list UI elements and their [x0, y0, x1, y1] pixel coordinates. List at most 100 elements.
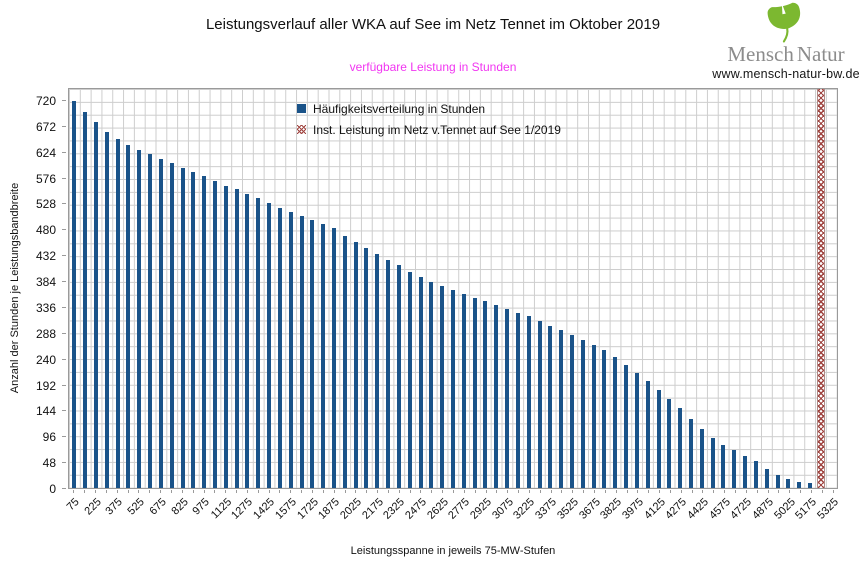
histogram-bar — [375, 253, 380, 488]
y-tick-mark — [62, 332, 66, 334]
x-tick-mark — [312, 490, 313, 493]
x-tick-label: 3075 — [489, 496, 516, 522]
x-tick-label: 5325 — [815, 496, 842, 522]
x-tick-mark — [409, 490, 411, 493]
x-tick-mark — [377, 490, 379, 493]
histogram-bar — [148, 154, 153, 488]
x-tick-label: 3825 — [598, 496, 625, 522]
chart-title: Leistungsverlauf aller WKA auf See im Ne… — [205, 16, 661, 33]
legend: Häufigkeitsverteilung in Stunden Inst. L… — [297, 98, 561, 140]
histogram-bar — [72, 101, 77, 488]
chart-subtitle: verfügbare Leistung in Stunden — [349, 60, 517, 74]
x-tick-mark — [84, 490, 86, 493]
y-tick-label: 192 — [35, 378, 56, 393]
x-tick-mark — [485, 490, 487, 493]
x-tick-mark — [789, 490, 791, 493]
x-tick-mark — [767, 490, 769, 493]
x-tick-label: 2925 — [468, 496, 495, 522]
x-tick-mark — [453, 490, 454, 493]
x-tick-label: 4575 — [706, 496, 733, 522]
histogram-bar — [710, 437, 715, 488]
x-tick-mark — [171, 490, 173, 493]
y-tick-label: 0 — [49, 482, 56, 496]
histogram-bar — [191, 172, 196, 488]
y-tick-label: 240 — [35, 352, 56, 367]
x-tick-mark — [366, 490, 368, 493]
x-tick-mark — [680, 490, 682, 493]
histogram-bar — [678, 407, 683, 488]
histogram-bar — [299, 216, 304, 488]
histogram-bar — [732, 449, 737, 488]
histogram-bar — [667, 398, 672, 488]
x-tick-label: 825 — [168, 496, 191, 518]
x-tick-label: 75 — [64, 496, 82, 514]
x-tick-label: 3375 — [533, 496, 560, 522]
histogram-bar — [353, 242, 358, 488]
x-tick-mark — [702, 490, 704, 493]
y-tick-mark — [62, 436, 66, 438]
x-axis-title: Leistungsspanne in jeweils 75-MW-Stufen — [350, 545, 556, 557]
y-tick-label: 624 — [35, 145, 56, 160]
y-tick-mark — [62, 462, 66, 464]
legend-swatch-crosshatch-icon — [297, 125, 306, 134]
x-tick-label: 4725 — [728, 496, 755, 522]
legend-swatch-blue-square-icon — [297, 104, 306, 113]
x-tick-mark — [800, 490, 802, 493]
histogram-bar — [645, 381, 650, 488]
y-tick-mark — [62, 255, 66, 257]
x-tick-mark — [821, 490, 823, 493]
x-tick-mark — [431, 490, 433, 493]
x-tick-mark — [507, 490, 509, 493]
x-tick-mark — [95, 490, 97, 493]
y-tick-mark — [62, 229, 66, 231]
ginkgo-leaf-icon — [767, 2, 801, 43]
histogram-bar — [548, 325, 553, 488]
x-tick-label: 1125 — [208, 496, 234, 522]
histogram-bar — [515, 312, 520, 488]
histogram-bar — [115, 139, 120, 488]
histogram-bar — [634, 373, 639, 488]
x-tick-mark — [214, 490, 216, 493]
y-tick-mark — [62, 99, 66, 101]
brand-part-mensch: Mensch — [727, 42, 794, 66]
x-tick-mark — [615, 490, 617, 493]
x-tick-mark — [181, 490, 183, 493]
x-tick-mark — [756, 490, 758, 493]
logo: Mensch Natur www.mensch-natur-bw.de — [710, 2, 862, 81]
histogram-bar — [580, 339, 585, 488]
x-tick-mark — [810, 490, 812, 493]
x-tick-mark — [333, 490, 335, 493]
x-tick-label: 5175 — [793, 496, 820, 522]
x-tick-label: 3675 — [576, 496, 603, 522]
x-tick-mark — [669, 490, 671, 493]
x-tick-mark — [116, 490, 118, 493]
histogram-bar — [483, 301, 488, 488]
histogram-bar — [310, 219, 315, 488]
x-tick-label: 4875 — [750, 496, 776, 522]
x-tick-mark — [420, 490, 422, 493]
legend-item-capacity: Inst. Leistung im Netz v.Tennet auf See … — [297, 119, 561, 140]
y-tick-label: 720 — [35, 93, 56, 108]
x-tick-mark — [659, 490, 661, 493]
x-tick-label: 4125 — [641, 496, 668, 522]
x-tick-mark — [268, 490, 270, 493]
histogram-bar — [267, 202, 272, 488]
histogram-bar — [775, 474, 780, 488]
y-tick-label: 672 — [35, 119, 56, 134]
x-tick-label: 2475 — [403, 496, 429, 522]
x-tick-label: 2625 — [424, 496, 451, 522]
histogram-bar — [94, 121, 99, 488]
x-tick-mark — [73, 490, 75, 493]
histogram-bar — [169, 163, 174, 488]
x-tick-mark — [301, 490, 303, 493]
installed-capacity-marker — [816, 89, 825, 488]
x-tick-label: 5025 — [771, 496, 798, 522]
x-tick-mark — [745, 490, 747, 493]
histogram-bar — [505, 308, 510, 488]
x-tick-mark — [105, 490, 107, 493]
histogram-bar — [137, 149, 142, 488]
x-tick-label: 225 — [82, 496, 104, 518]
histogram-bar — [602, 350, 607, 488]
histogram-bar — [202, 176, 207, 488]
